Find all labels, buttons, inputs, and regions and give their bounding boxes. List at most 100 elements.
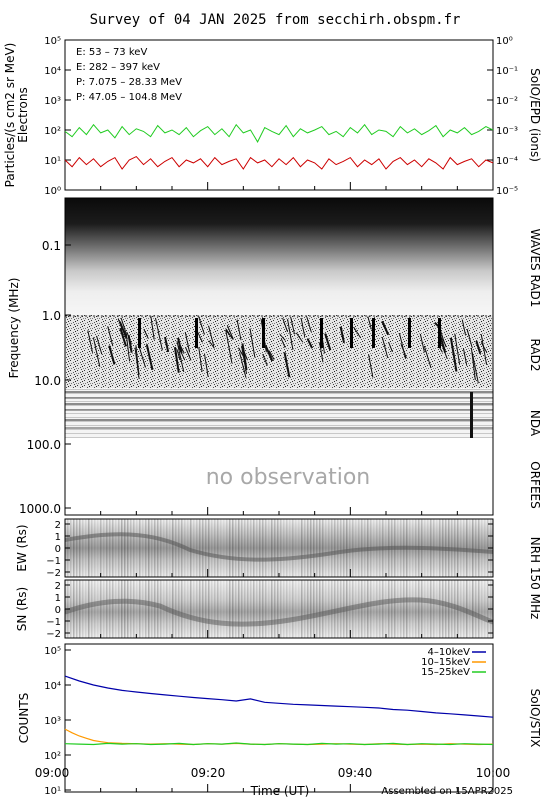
nrh-stripe [325, 580, 327, 638]
nrh-stripe [466, 519, 468, 577]
rad2-burst-mark [480, 334, 488, 365]
nrh-stripe [469, 580, 471, 638]
nrh-stripe [301, 580, 303, 638]
nrh-stripe [190, 580, 192, 638]
nrh-stripe [181, 580, 183, 638]
nrh-stripe [214, 580, 216, 638]
nrh-tick-label: −1 [46, 617, 61, 628]
nrh-stripe [370, 580, 372, 638]
nrh-stripe [154, 519, 156, 577]
rad2-burst-mark [440, 342, 448, 360]
nrh-stripe [274, 580, 276, 638]
nrh-stripe [202, 519, 204, 577]
rad2-burst-mark [154, 317, 163, 351]
nrh-stripe [286, 519, 288, 577]
rad2-burst-mark [198, 315, 205, 335]
rad2-burst-mark [177, 337, 183, 354]
rad2-burst-mark [295, 332, 304, 343]
nrh-stripe [355, 519, 357, 577]
nrh-stripe [481, 519, 483, 577]
rad2-burst-mark [135, 345, 140, 376]
epd-legend-0: E: 53 – 73 keV [76, 47, 147, 58]
radio-ylabel: Frequency (MHz) [7, 278, 21, 379]
nrh-stripe [112, 580, 114, 638]
nrh-stripe [415, 580, 417, 638]
nrh-stripe [244, 580, 246, 638]
nrh-stripe [424, 580, 426, 638]
rad2-burst-mark [381, 336, 389, 358]
rad2-burst-column [372, 318, 375, 348]
nrh-stripe [109, 519, 111, 577]
nrh-stripe [472, 519, 474, 577]
rad2-burst-mark [143, 328, 149, 339]
right-label-rad2: RAD2 [528, 339, 542, 372]
nrh-stripe [79, 519, 81, 577]
rad2-burst-mark [108, 345, 116, 365]
right-label-nda: NDA [528, 410, 542, 437]
epd-series-0 [64, 123, 494, 143]
nrh-stripe [82, 519, 84, 577]
nrh-sn-ylabel: SN (Rs) [15, 587, 29, 631]
nrh-stripe [241, 519, 243, 577]
nrh-stripe [391, 580, 393, 638]
nda-burst [470, 392, 473, 438]
nrh-stripe [262, 519, 264, 577]
rad2-burst-mark [198, 347, 203, 372]
nrh-stripe [253, 580, 255, 638]
nrh-stripe [265, 580, 267, 638]
nrh-ew-panel: 210−1−2 EW (Rs) [15, 518, 494, 579]
nrh-stripe [388, 580, 390, 638]
nrh-stripe [136, 519, 138, 577]
epd-left-tick-label: 10³ [44, 96, 61, 107]
nrh-stripe [166, 519, 168, 577]
rad2-burst-mark [470, 347, 476, 381]
nrh-stripe [256, 519, 258, 577]
nrh-stripe [283, 519, 285, 577]
nrh-stripe [352, 519, 354, 577]
nrh-stripe [217, 580, 219, 638]
nda-spectrum [65, 388, 493, 438]
nrh-stripe [187, 580, 189, 638]
nrh-stripe [235, 580, 237, 638]
nrh-stripe [142, 519, 144, 577]
nrh-stripe [421, 580, 423, 638]
nrh-stripe [148, 580, 150, 638]
nrh-stripe [325, 519, 327, 577]
x-tick-label-2: 09:40 [338, 766, 373, 780]
nrh-tick-label: 1 [55, 532, 61, 543]
nrh-stripe [124, 519, 126, 577]
epd-right-label: SoIO/EPD (ions) [528, 68, 542, 162]
nrh-stripe [394, 580, 396, 638]
nrh-stripe [130, 519, 132, 577]
epd-ylabel-electrons: Electrons [16, 87, 30, 142]
epd-left-tick-label: 10² [44, 126, 61, 137]
stix-series-1 [64, 728, 494, 746]
nrh-stripe [88, 519, 90, 577]
epd-right-ticks: 10⁻⁵ 10⁻⁴ 10⁻³ 10⁻² 10⁻¹ 10⁰ [487, 36, 518, 197]
nrh-stripe [103, 580, 105, 638]
epd-right-tick-label: 10⁻¹ [496, 66, 518, 77]
nrh-stripe [133, 519, 135, 577]
nrh-sn-band [64, 597, 494, 627]
nrh-stripe [319, 580, 321, 638]
nrh-stripe [100, 580, 102, 638]
rad2-burst-column [138, 318, 141, 348]
nrh-stripe [298, 580, 300, 638]
epd-left-ticks: 10⁰ 10¹ 10² 10³ 10⁴ 10⁵ [44, 36, 71, 197]
rad2-burst-mark [185, 347, 192, 361]
nrh-stripe [127, 519, 129, 577]
footer-assembled: Assembled on 15APR2025 [381, 786, 513, 797]
rad2-burst-mark [279, 334, 286, 341]
nrh-stripe [280, 580, 282, 638]
nrh-stripe [94, 580, 96, 638]
rad2-burst-mark [462, 348, 468, 366]
nrh-stripe [226, 519, 228, 577]
nrh-stripe [322, 580, 324, 638]
stix-legend-1: 10–15keV [421, 657, 470, 668]
nrh-stripe [205, 519, 207, 577]
nrh-stripe [265, 519, 267, 577]
rad2-burst-mark [268, 350, 275, 360]
epd-legend-2: P: 7.075 – 28.33 MeV [76, 77, 182, 88]
rad2-burst-mark [241, 343, 248, 371]
nrh-stripe [271, 519, 273, 577]
